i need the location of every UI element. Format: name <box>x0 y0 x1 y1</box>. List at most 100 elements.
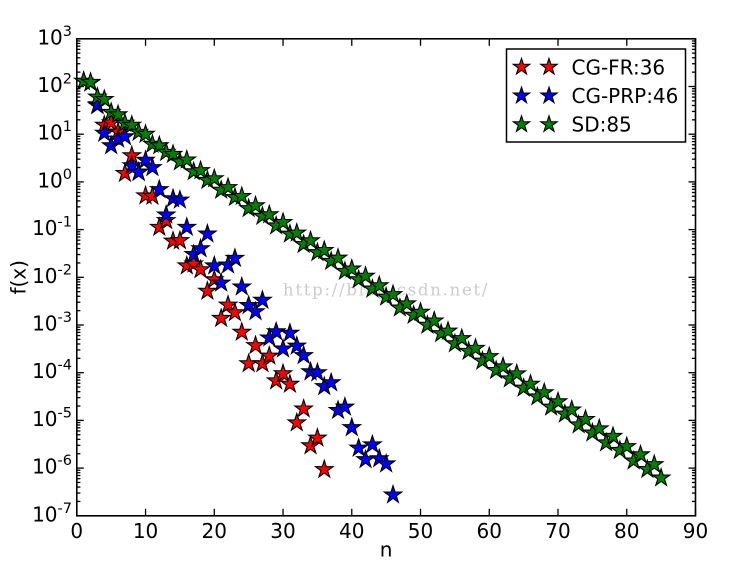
data-point-star <box>258 345 280 365</box>
y-tick-label: 10-7 <box>32 501 72 527</box>
data-point-star <box>224 301 246 322</box>
data-point-star <box>561 398 583 419</box>
data-point-star <box>114 125 136 146</box>
legend: CG-FR:36 CG-PRP:46 SD:85 <box>505 48 687 143</box>
data-point-star <box>368 274 390 295</box>
data-point-star <box>217 176 239 197</box>
data-point-star <box>190 258 211 279</box>
data-point-star <box>176 148 198 169</box>
data-point-star <box>155 203 177 224</box>
legend-marker-star <box>539 85 559 105</box>
legend-entry: SD:85 <box>511 113 632 137</box>
data-point-star <box>93 122 115 143</box>
x-tick-label: 80 <box>614 519 639 543</box>
data-point-star <box>231 321 253 342</box>
data-point-star <box>135 149 156 170</box>
data-point-star <box>210 307 232 328</box>
data-point-star <box>410 301 431 322</box>
data-point-star <box>575 408 596 429</box>
data-point-star <box>306 361 328 382</box>
data-point-star <box>121 114 143 134</box>
data-point-star <box>279 373 301 394</box>
data-point-star <box>265 320 287 341</box>
data-point-star <box>251 289 273 310</box>
data-point-star <box>478 345 500 366</box>
data-point-star <box>355 265 376 285</box>
data-point-star <box>190 159 211 180</box>
data-point-star <box>107 103 129 124</box>
y-tick-label: 102 <box>37 72 72 98</box>
data-point-star <box>286 335 308 355</box>
data-point-star <box>630 443 651 464</box>
legend-marker-star <box>511 85 532 105</box>
y-tick-label: 10-3 <box>32 310 72 336</box>
legend-marker-star <box>511 114 532 133</box>
data-point-star <box>306 427 328 447</box>
data-point-star <box>272 362 294 383</box>
legend-label: CG-FR:36 <box>572 55 666 79</box>
x-axis: 0 10 20 30 40 50 60 70 80 90 <box>70 38 708 543</box>
y-axis-label: f(x) <box>7 260 31 294</box>
data-point-star <box>300 434 321 455</box>
data-point-star <box>196 222 218 243</box>
y-tick-label: 10-5 <box>32 405 72 431</box>
data-point-star <box>533 381 555 402</box>
y-tick-label: 101 <box>37 119 72 145</box>
data-point-star <box>245 334 266 355</box>
x-tick-label: 30 <box>270 519 295 543</box>
data-point-star <box>196 280 218 301</box>
legend-marker-star <box>511 56 532 76</box>
legend-label: SD:85 <box>572 113 632 137</box>
legend-entry: CG-PRP:46 <box>511 84 679 108</box>
data-point-star <box>190 237 211 258</box>
data-point-star <box>286 222 308 242</box>
data-point-star <box>382 483 404 504</box>
y-tick-label: 103 <box>37 24 72 50</box>
y-axis: 103 102 101 100 10-1 10-2 10-3 10-4 10-5 10-6 10-7 <box>32 24 696 527</box>
data-point-star <box>396 292 418 313</box>
data-point-star <box>313 458 335 479</box>
x-tick-label: 10 <box>133 519 158 543</box>
data-point-star <box>341 416 363 437</box>
series-cg-prp <box>73 70 404 504</box>
data-point-star <box>217 293 239 314</box>
data-point-star <box>80 71 101 92</box>
data-point-star <box>155 209 177 230</box>
x-tick-label: 40 <box>339 519 364 543</box>
data-point-star <box>437 320 459 340</box>
data-point-star <box>616 435 638 456</box>
data-point-star <box>313 239 335 260</box>
data-point-star <box>492 355 514 376</box>
series-cg-fr <box>73 70 335 479</box>
x-tick-label: 50 <box>408 519 433 543</box>
data-point-star <box>231 275 253 296</box>
legend-label: CG-PRP:46 <box>572 84 679 108</box>
data-point-star <box>327 247 349 267</box>
x-axis-label: n <box>380 538 393 562</box>
y-tick-label: 10-2 <box>32 262 72 288</box>
data-point-star <box>231 185 253 206</box>
data-point-star <box>128 161 150 182</box>
data-point-star <box>176 216 198 237</box>
data-point-star <box>286 411 308 432</box>
data-point-star <box>361 433 383 454</box>
data-point-star <box>224 247 246 268</box>
data-point-star <box>279 322 301 342</box>
legend-marker-star <box>539 114 559 133</box>
data-point-star <box>293 344 315 365</box>
y-tick-label: 10-6 <box>32 453 72 479</box>
x-tick-label: 60 <box>477 519 502 543</box>
data-point-star <box>375 452 397 473</box>
data-point-star <box>245 194 266 215</box>
data-point-star <box>169 229 191 250</box>
data-point-star <box>382 283 404 304</box>
data-point-star <box>272 211 294 232</box>
x-tick-label: 90 <box>683 519 708 543</box>
data-point-star <box>210 272 232 292</box>
x-tick-label: 0 <box>70 519 83 543</box>
y-tick-label: 100 <box>37 167 72 193</box>
data-point-star <box>650 466 672 487</box>
data-point-star <box>148 178 170 199</box>
y-tick-label: 10-4 <box>32 358 72 384</box>
data-point-star <box>423 309 445 330</box>
